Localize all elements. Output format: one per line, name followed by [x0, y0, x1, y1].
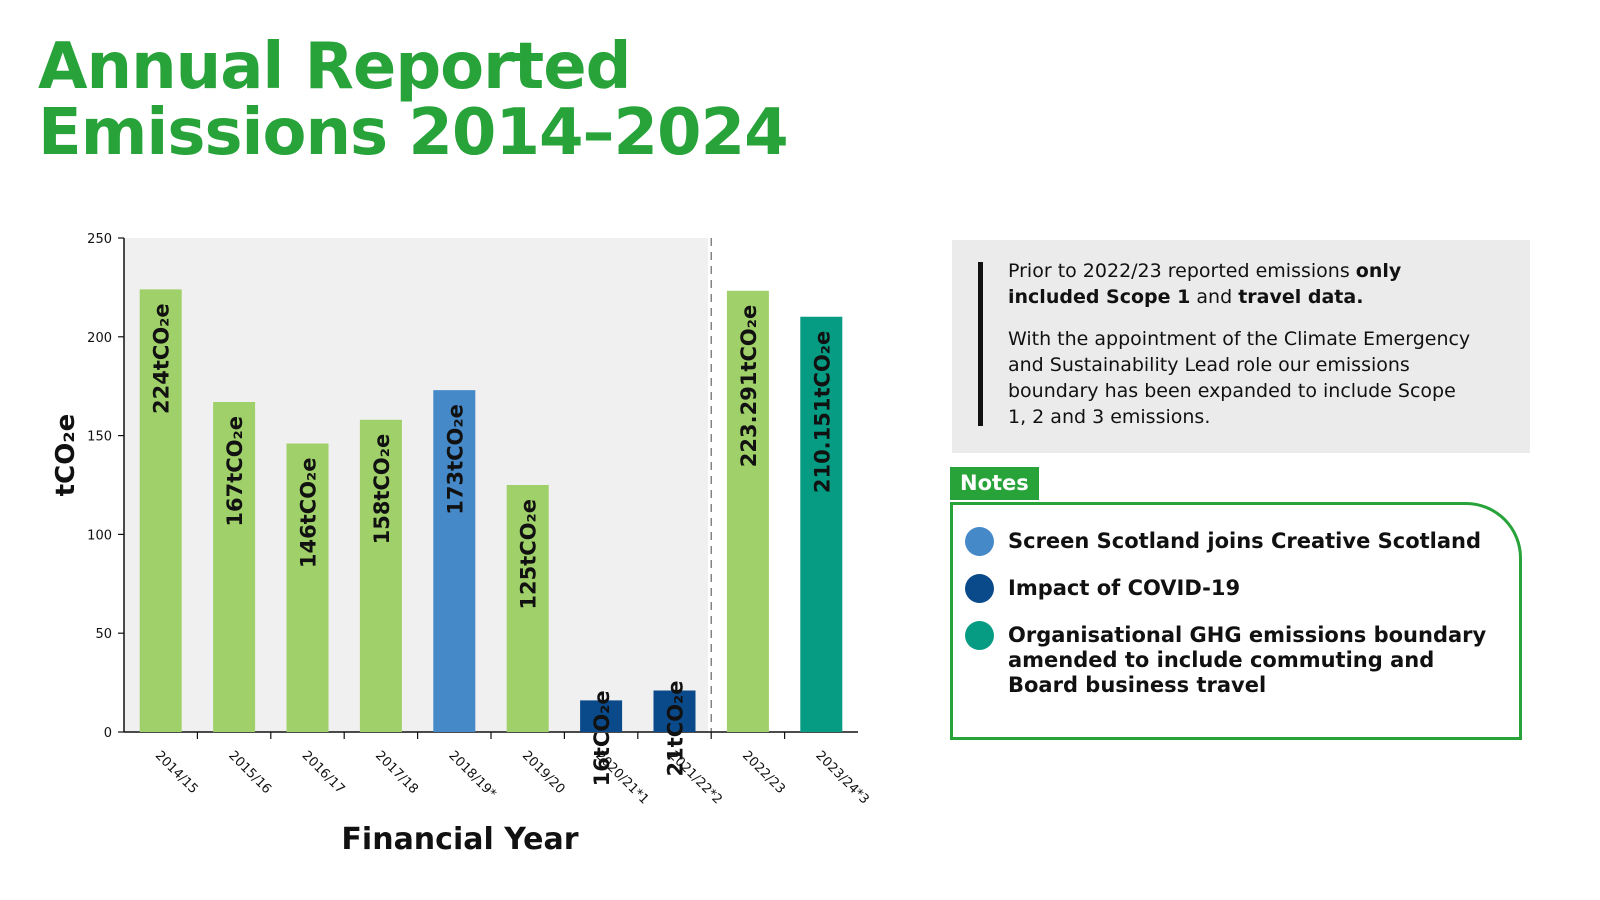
y-tick-label: 200	[87, 331, 112, 346]
plot-background	[124, 238, 708, 732]
note-item-screen-scotland: Screen Scotland joins Creative Scotland	[965, 527, 1505, 556]
intro-p1-bold-scope: only included Scope 1	[1008, 260, 1402, 308]
notes-list: Screen Scotland joins Creative Scotland …	[965, 527, 1505, 718]
y-tick-label: 250	[87, 232, 112, 247]
x-axis-title: Financial Year	[341, 822, 579, 857]
y-tick-label: 50	[95, 627, 112, 642]
intro-p1-a: Prior to 2022/23 reported emissions	[1008, 260, 1356, 282]
intro-panel: Prior to 2022/23 reported emissions only…	[952, 240, 1530, 453]
bar-201920	[506, 485, 549, 732]
note-dot-icon	[965, 574, 994, 603]
x-tick-label: 2017/18	[372, 748, 421, 797]
bar-data-label: 125tCO₂e	[517, 499, 541, 610]
note-dot-icon	[965, 527, 994, 556]
notes-box: Screen Scotland joins Creative Scotland …	[950, 502, 1522, 740]
intro-text: Prior to 2022/23 reported emissions only…	[1008, 258, 1478, 446]
x-tick-label: 2022/23	[739, 748, 788, 797]
bar-data-label: 16tCO₂e	[590, 690, 614, 786]
bar-201819	[433, 390, 476, 732]
intro-paragraph-2: With the appointment of the Climate Emer…	[1008, 328, 1471, 428]
intro-paragraph-1: Prior to 2022/23 reported emissions only…	[1008, 258, 1478, 310]
x-tick-label: 2023/24*3	[812, 748, 871, 807]
x-tick-label: 2018/19*	[445, 748, 499, 802]
x-tick-label: 2019/20	[519, 748, 568, 797]
note-text: Screen Scotland joins Creative Scotland	[1008, 529, 1482, 553]
title-line-1: Annual Reported	[38, 30, 631, 104]
bar-201718	[359, 419, 402, 732]
bar-data-label: 158tCO₂e	[370, 434, 394, 545]
note-dot-icon	[965, 621, 994, 650]
bar-data-label: 167tCO₂e	[223, 416, 247, 527]
bar-2023243	[800, 316, 843, 732]
bar-201516	[213, 402, 256, 732]
bar-201617	[286, 443, 329, 732]
bar-data-label: 224tCO₂e	[150, 303, 174, 414]
x-tick-label: 2016/17	[299, 748, 348, 797]
bar-data-label: 223.291tCO₂e	[737, 305, 761, 467]
y-tick-label: 0	[104, 726, 112, 741]
bar-data-label: 173tCO₂e	[443, 404, 467, 515]
note-text: Organisational GHG emissions boundary am…	[1008, 623, 1487, 697]
bar-202223	[726, 290, 769, 732]
note-item-covid: Impact of COVID-19	[965, 574, 1505, 603]
bar-data-label: 146tCO₂e	[297, 458, 321, 569]
bar-2021222	[653, 690, 696, 732]
note-item-boundary: Organisational GHG emissions boundary am…	[965, 621, 1505, 698]
note-text: Impact of COVID-19	[1008, 576, 1241, 600]
page-title: Annual Reported Emissions 2014–2024	[38, 30, 789, 170]
y-tick-label: 150	[87, 430, 112, 445]
title-line-2: Emissions 2014–2024	[38, 96, 789, 170]
notes-tab: Notes	[950, 467, 1039, 500]
bar-201415	[139, 289, 182, 732]
emissions-bar-chart: 0 50 100 150 200 250 2014/15 224tCO₂e 2015/16 167…	[87, 232, 872, 807]
y-axis-title: tCO₂e	[51, 413, 81, 497]
x-tick-label: 2015/16	[225, 748, 274, 797]
x-tick-label: 2014/15	[152, 748, 201, 797]
bar-data-label: 210.151tCO₂e	[810, 331, 834, 493]
y-tick-label: 100	[87, 528, 112, 543]
intro-accent-bar	[978, 262, 983, 426]
bar-2020211	[580, 700, 623, 732]
bar-data-label: 21tCO₂e	[664, 681, 688, 777]
intro-p1-bold-travel: travel data.	[1238, 286, 1364, 308]
intro-p1-c: and	[1190, 286, 1239, 308]
